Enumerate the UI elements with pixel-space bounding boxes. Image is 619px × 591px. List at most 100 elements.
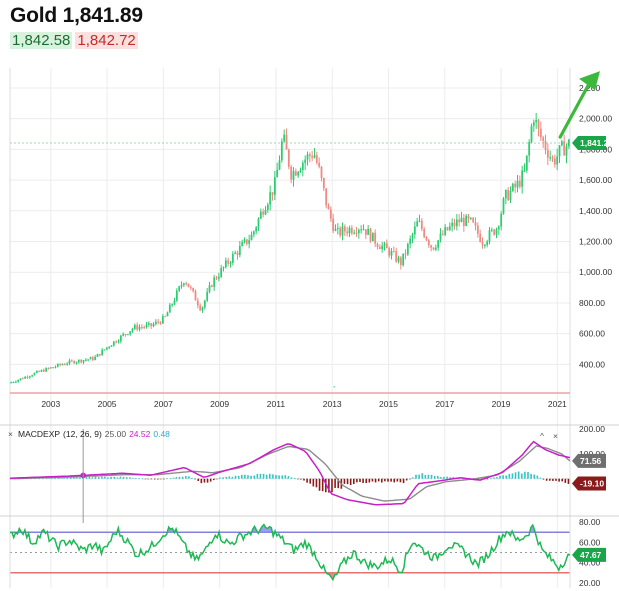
macd-histogram-bar <box>212 478 215 481</box>
rsi-series <box>9 523 571 582</box>
macd-histogram-bar <box>150 478 153 480</box>
price-candle <box>425 236 428 241</box>
macd-histogram-bar <box>486 478 489 480</box>
macd-histogram-bar <box>290 477 293 479</box>
price-candle <box>206 287 209 303</box>
grid-lines <box>10 68 570 588</box>
price-candle <box>469 217 472 221</box>
x-tick-label: 2021 <box>548 399 567 409</box>
price-candle <box>285 128 288 150</box>
price-candle <box>374 229 377 248</box>
macd-histogram-bar <box>259 473 262 479</box>
value-tags: 1,841.26 71.56 -19.10 47.67 <box>572 136 613 562</box>
macd-histogram-bar <box>66 477 69 479</box>
macd-histogram-bar <box>125 477 128 479</box>
macd-histogram-bar <box>287 476 290 479</box>
price-candle <box>542 135 545 148</box>
macd-histogram-bar <box>265 474 268 479</box>
price-candle <box>133 323 136 331</box>
price-candle <box>446 226 449 231</box>
macd-legend: × MACDEXP (12, 26, 9) 25.00 24.52 0.48 ^ × <box>8 429 558 441</box>
price-candle <box>402 253 405 267</box>
price-candle <box>252 230 255 238</box>
price-candle <box>544 134 547 155</box>
price-candle <box>376 242 379 250</box>
price-candle <box>406 242 409 257</box>
price-candle <box>423 226 426 239</box>
price-candle <box>40 369 43 373</box>
price-tick-label: 2,200 <box>579 83 601 93</box>
price-candle <box>52 367 55 369</box>
macd-histogram-bar <box>303 478 305 481</box>
macd-tick-label: 200.00 <box>579 424 605 434</box>
close-panel-icon[interactable]: × <box>553 431 558 441</box>
price-candle <box>262 208 265 218</box>
price-candle <box>126 334 129 336</box>
price-candle <box>143 325 146 330</box>
price-candle <box>322 177 325 192</box>
price-candle <box>334 224 337 232</box>
rsi-tick-label: 20.00 <box>579 578 601 588</box>
price-candle <box>33 372 36 376</box>
price-candle <box>297 170 300 178</box>
price-candle <box>479 229 482 243</box>
price-candle <box>185 281 188 286</box>
price-candle <box>371 232 374 242</box>
price-candle <box>483 243 486 249</box>
price-tick-label: 1,000.00 <box>579 267 612 277</box>
price-candle <box>525 155 528 174</box>
price-candle <box>255 226 258 235</box>
macd-histogram-bar <box>156 478 159 480</box>
price-candle <box>523 163 526 173</box>
price-candle <box>537 118 540 137</box>
macd-histogram-bar <box>418 474 420 479</box>
price-candle <box>388 246 391 259</box>
instrument-title: Gold 1,841.89 <box>10 4 143 27</box>
price-candle <box>476 222 479 238</box>
macd-histogram-bar <box>184 475 187 479</box>
macd-histogram-bar <box>194 478 196 480</box>
macd-histogram-bar <box>440 476 442 479</box>
macd-tick-label: 100.00 <box>579 449 605 459</box>
price-candle <box>563 134 566 156</box>
price-candle <box>327 203 330 210</box>
price-candle <box>47 367 50 370</box>
price-candle <box>82 360 85 365</box>
price-candle <box>119 334 122 344</box>
price-candle <box>458 214 461 227</box>
macd-histogram-bar <box>309 478 312 484</box>
price-candle <box>150 322 153 329</box>
price-marker <box>333 386 335 388</box>
x-tick-label: 2015 <box>379 399 398 409</box>
price-candle <box>486 239 489 248</box>
price-candle <box>439 228 442 243</box>
price-candle <box>488 227 491 245</box>
price-candle <box>474 217 477 231</box>
price-candle <box>21 377 24 380</box>
macd-histogram-bar <box>334 478 336 488</box>
chevron-up-icon[interactable]: ^ <box>540 431 544 441</box>
price-candle <box>353 229 356 235</box>
price-candle <box>437 239 440 251</box>
x-tick-label: 2011 <box>267 399 286 409</box>
price-candle <box>38 370 41 372</box>
price-candle <box>115 340 118 344</box>
price-candle <box>210 284 213 288</box>
price-candle <box>336 223 339 235</box>
legend-close-icon[interactable]: × <box>8 429 13 439</box>
price-candle <box>10 381 13 384</box>
macd-histogram-bar <box>153 478 156 480</box>
bid-ask-row: 1,842.58 1,842.72 <box>10 32 143 49</box>
price-candle <box>339 226 342 238</box>
price-candle <box>350 225 353 236</box>
price-candle <box>140 324 143 330</box>
price-candle <box>59 363 62 367</box>
price-candle <box>131 327 134 333</box>
rsi-last-tag: 47.67 <box>572 547 606 562</box>
macd-histogram-bar <box>284 475 287 479</box>
price-candle <box>514 180 517 194</box>
macd-histogram-bar <box>219 477 221 479</box>
price-candle <box>448 222 451 232</box>
macd-histogram-bar <box>533 474 536 479</box>
